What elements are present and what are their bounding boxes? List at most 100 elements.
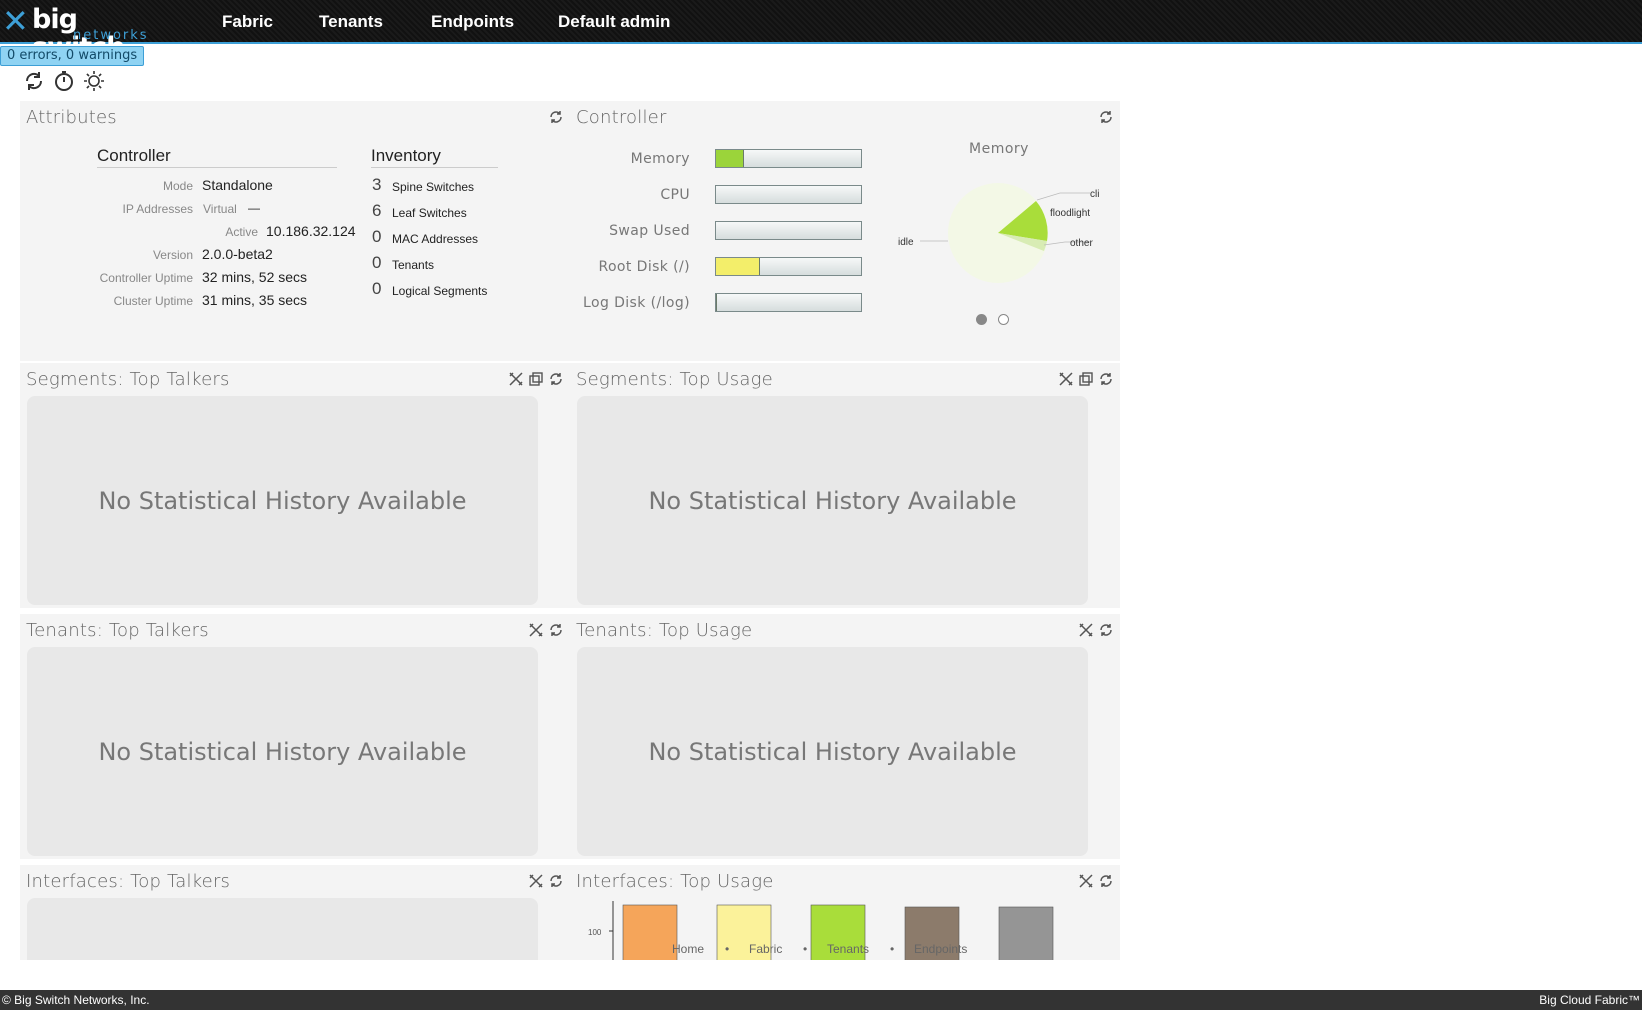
- usage-bar[interactable]: [904, 906, 960, 960]
- ip-addresses-label: IP Addresses: [122, 202, 194, 216]
- tenants-top-talkers-panel: Tenants: Top Talkers No Statistical Hist…: [20, 614, 570, 859]
- mode-value: Standalone: [202, 177, 273, 193]
- usage-bar[interactable]: [998, 906, 1054, 960]
- panel-title: Attributes: [26, 107, 117, 128]
- panel-title: Tenants: Top Talkers: [26, 620, 209, 641]
- inventory-count: 0: [372, 227, 382, 246]
- panel-title: Tenants: Top Usage: [576, 620, 753, 641]
- y-tick-label: 100: [588, 928, 602, 937]
- refresh-icon[interactable]: [548, 622, 564, 638]
- timer-icon[interactable]: [53, 70, 75, 92]
- virtual-value: —: [248, 201, 260, 215]
- inventory-count: 6: [372, 201, 382, 220]
- expand-window-icon[interactable]: [528, 371, 544, 387]
- pie-label-floodlight: floodlight: [1050, 208, 1090, 219]
- big-switch-logo[interactable]: ✕ big switch networks: [2, 2, 152, 62]
- swap-bar-label: Swap Used: [609, 223, 690, 239]
- bar-fill: [716, 294, 718, 311]
- usage-bar[interactable]: [716, 904, 772, 960]
- footer-separator: •: [890, 942, 895, 956]
- refresh-icon[interactable]: [1098, 873, 1114, 889]
- footer-link-tenants[interactable]: Tenants: [827, 942, 870, 956]
- pager-dot-active[interactable]: [976, 314, 987, 325]
- product-name: Big Cloud Fabric™: [1539, 993, 1640, 1007]
- virtual-label: Virtual: [203, 202, 237, 216]
- inventory-count: 0: [372, 279, 382, 298]
- bar-fill: [716, 258, 760, 275]
- inventory-label[interactable]: Leaf Switches: [392, 206, 467, 220]
- brightness-icon[interactable]: [83, 70, 105, 92]
- top-nav-bar: ✕ big switch networks Fabric Tenants End…: [0, 0, 1642, 62]
- pie-slice-other: [998, 233, 1047, 251]
- pie-label-other: other: [1070, 238, 1093, 249]
- bar-fill: [716, 150, 744, 167]
- controller-heading: Controller: [97, 146, 337, 168]
- nav-fabric[interactable]: Fabric: [222, 12, 274, 31]
- controller-uptime-value: 32 mins, 52 secs: [202, 269, 308, 285]
- interfaces-top-talkers-panel: Interfaces: Top Talkers: [20, 865, 570, 960]
- refresh-icon[interactable]: [548, 371, 564, 387]
- refresh-icon[interactable]: [548, 873, 564, 889]
- copyright-text: © Big Switch Networks, Inc.: [2, 993, 150, 1007]
- swap-usage-bar: [715, 221, 862, 240]
- refresh-icon[interactable]: [548, 109, 564, 125]
- inventory-label[interactable]: Tenants: [392, 258, 435, 272]
- memory-bar-label: Memory: [630, 151, 690, 167]
- memory-usage-bar: [715, 149, 862, 168]
- logo-mark: ✕: [2, 2, 29, 40]
- settings-tools-icon[interactable]: [1078, 873, 1094, 889]
- segments-top-talkers-panel: Segments: Top Talkers No Statistical His…: [20, 363, 570, 608]
- refresh-icon[interactable]: [1098, 371, 1114, 387]
- nav-tenants[interactable]: Tenants: [319, 12, 383, 31]
- usage-bar[interactable]: [810, 904, 866, 960]
- footer-separator: •: [725, 942, 730, 956]
- cluster-uptime-label: Cluster Uptime: [113, 294, 193, 308]
- footer-link-endpoints[interactable]: Endpoints: [914, 942, 968, 956]
- panel-title: Interfaces: Top Usage: [576, 871, 774, 892]
- controller-panel: Controller Memory CPU Swap Used Root Dis…: [570, 101, 1120, 361]
- footer-link-fabric[interactable]: Fabric: [749, 942, 783, 956]
- cpu-usage-bar: [715, 185, 862, 204]
- chart-area: No Statistical History Available: [27, 396, 538, 605]
- settings-tools-icon[interactable]: [1078, 622, 1094, 638]
- expand-window-icon[interactable]: [1078, 371, 1094, 387]
- no-data-message: No Statistical History Available: [98, 486, 467, 515]
- inventory-label[interactable]: Logical Segments: [392, 284, 488, 298]
- interfaces-top-usage-panel: Interfaces: Top Usage 100: [570, 865, 1120, 960]
- refresh-icon[interactable]: [1098, 622, 1114, 638]
- inventory-label[interactable]: Spine Switches: [392, 180, 475, 194]
- panel-title: Segments: Top Talkers: [26, 369, 230, 390]
- inventory-count: 3: [372, 175, 382, 194]
- status-badge[interactable]: 0 errors, 0 warnings: [0, 46, 145, 66]
- pager-dot[interactable]: [998, 314, 1009, 325]
- active-ip-value: 10.186.32.124: [266, 223, 356, 239]
- refresh-icon[interactable]: [23, 70, 45, 92]
- tenants-top-usage-panel: Tenants: Top Usage No Statistical Histor…: [570, 614, 1120, 859]
- nav-user-menu[interactable]: Default admin: [558, 12, 671, 31]
- nav-endpoints[interactable]: Endpoints: [431, 12, 515, 31]
- settings-tools-icon[interactable]: [508, 371, 524, 387]
- logo-subtext: networks: [73, 28, 149, 43]
- no-data-message: No Statistical History Available: [98, 737, 467, 766]
- settings-tools-icon[interactable]: [1058, 371, 1074, 387]
- footer-link-home[interactable]: Home: [672, 942, 705, 956]
- refresh-icon[interactable]: [1098, 109, 1114, 125]
- panel-title: Segments: Top Usage: [576, 369, 773, 390]
- footer-separator: •: [803, 942, 808, 956]
- memory-pie-title: Memory: [969, 141, 1029, 157]
- memory-pie-chart: cli floodlight idle other: [898, 183, 1099, 283]
- mode-label: Mode: [162, 179, 193, 193]
- settings-tools-icon[interactable]: [528, 622, 544, 638]
- no-data-message: No Statistical History Available: [648, 486, 1017, 515]
- interfaces-usage-bar-chart: 100: [588, 901, 1054, 960]
- panel-title: Interfaces: Top Talkers: [26, 871, 231, 892]
- settings-tools-icon[interactable]: [528, 873, 544, 889]
- panel-title: Controller: [576, 107, 667, 128]
- chart-area: No Statistical History Available: [577, 647, 1088, 856]
- no-data-message: No Statistical History Available: [648, 737, 1017, 766]
- usage-bar[interactable]: [622, 904, 678, 960]
- inventory-label[interactable]: MAC Addresses: [392, 232, 479, 246]
- inventory-count: 0: [372, 253, 382, 272]
- cpu-bar-label: CPU: [660, 187, 690, 203]
- version-value: 2.0.0-beta2: [202, 246, 273, 262]
